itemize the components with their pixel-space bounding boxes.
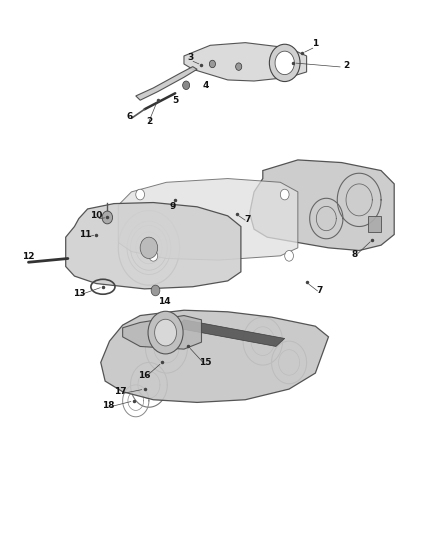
Text: 2: 2	[343, 61, 349, 69]
Text: 5: 5	[172, 96, 178, 104]
Polygon shape	[250, 160, 394, 251]
Polygon shape	[66, 203, 241, 289]
Circle shape	[155, 319, 177, 346]
Text: 10: 10	[90, 212, 102, 220]
Circle shape	[140, 237, 158, 259]
Text: 7: 7	[244, 215, 251, 224]
Circle shape	[209, 60, 215, 68]
Circle shape	[285, 251, 293, 261]
Text: 8: 8	[352, 250, 358, 259]
Text: 18: 18	[102, 401, 115, 409]
Polygon shape	[118, 179, 298, 260]
Circle shape	[269, 44, 300, 82]
Circle shape	[183, 81, 190, 90]
Polygon shape	[136, 67, 197, 100]
Polygon shape	[184, 43, 307, 81]
Circle shape	[148, 311, 183, 354]
Text: 2: 2	[146, 117, 152, 126]
Polygon shape	[123, 316, 201, 349]
Circle shape	[236, 63, 242, 70]
Text: 14: 14	[158, 297, 170, 305]
Circle shape	[102, 211, 113, 224]
Text: 9: 9	[170, 203, 176, 211]
Text: 15: 15	[199, 358, 211, 367]
Text: 13: 13	[73, 289, 85, 297]
Text: 12: 12	[22, 253, 35, 261]
Circle shape	[149, 251, 158, 261]
Text: 6: 6	[126, 112, 132, 120]
Text: 16: 16	[138, 372, 151, 380]
Text: 4: 4	[203, 81, 209, 90]
Circle shape	[280, 189, 289, 200]
Circle shape	[151, 285, 160, 296]
Text: 1: 1	[312, 39, 318, 48]
Text: 7: 7	[317, 286, 323, 295]
Circle shape	[275, 51, 294, 75]
Circle shape	[136, 189, 145, 200]
Polygon shape	[101, 310, 328, 402]
Text: 3: 3	[187, 53, 194, 61]
Polygon shape	[175, 320, 285, 346]
Text: 11: 11	[79, 230, 92, 239]
Polygon shape	[368, 216, 381, 232]
Text: 17: 17	[114, 387, 127, 396]
